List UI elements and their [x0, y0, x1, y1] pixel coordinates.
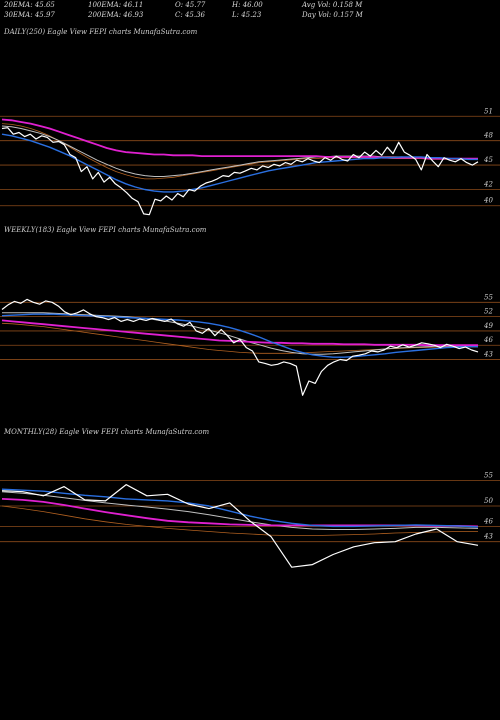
- y-tick-label-2-2: 46: [483, 517, 493, 525]
- series-line-ema_slow-2: [1, 505, 478, 536]
- header-stat-ema100: 100EMA: 46.11: [88, 1, 144, 9]
- series-line-ema_long-1: [1, 319, 478, 347]
- series-line-ema_short-0: [1, 133, 478, 193]
- chart-panel-0: 51 48 45 42 40: [0, 107, 500, 216]
- series-line-price-1: [1, 298, 479, 396]
- series-line-ema_mid-2: [1, 491, 479, 530]
- y-tick-label-0-4: 40: [483, 197, 493, 205]
- y-tick-label-1-1: 52: [484, 308, 493, 316]
- y-tick-label-0-0: 51: [484, 107, 493, 115]
- header-stat-high: H: 46.00: [232, 1, 263, 9]
- y-tick-label-0-3: 42: [483, 180, 493, 188]
- series-line-price-0: [1, 127, 479, 216]
- header-stat-open: O: 45.77: [175, 1, 206, 9]
- series-line-ema_slow-0: [1, 123, 478, 180]
- header-stat-ema200: 200EMA: 46.93: [88, 11, 144, 19]
- series-line-ema_short-1: [1, 313, 478, 358]
- y-tick-label-1-3: 46: [483, 336, 493, 344]
- y-tick-label-0-1: 48: [483, 132, 493, 140]
- series-line-price-2: [1, 484, 479, 568]
- chart-panel-2: 55 50 46 43: [0, 472, 500, 568]
- header-stat-close: C: 45.36: [175, 11, 205, 19]
- header-stat-ema20: 20EMA: 45.65: [4, 1, 55, 9]
- y-tick-label-0-2: 45: [483, 156, 493, 164]
- series-line-ema_short-2: [1, 488, 479, 528]
- header-stat-avgvol: Avg Vol: 0.158 M: [302, 1, 363, 9]
- header-stat-ema30: 30EMA: 45.97: [4, 11, 55, 19]
- series-line-ema_mid-0: [1, 125, 478, 177]
- y-tick-label-1-4: 43: [483, 351, 493, 359]
- header-stat-dayvol: Day Vol: 0.157 M: [302, 11, 363, 19]
- y-tick-label-2-3: 43: [483, 533, 493, 541]
- y-tick-label-2-0: 55: [484, 472, 493, 480]
- y-tick-label-1-0: 55: [484, 293, 493, 301]
- panel-label-0: DAILY(250) Eagle View FEPI charts Munafa…: [4, 28, 198, 36]
- chart-panel-1: 55 52 49 46 43: [0, 293, 500, 396]
- panel-label-1: WEEKLY(183) Eagle View FEPI charts Munaf…: [4, 226, 207, 234]
- y-tick-label-2-1: 50: [484, 497, 493, 505]
- panel-label-2: MONTHLY(28) Eagle View FEPI charts Munaf…: [4, 428, 210, 436]
- y-tick-label-1-2: 49: [483, 322, 493, 330]
- header-stat-low: L: 45.23: [232, 11, 262, 19]
